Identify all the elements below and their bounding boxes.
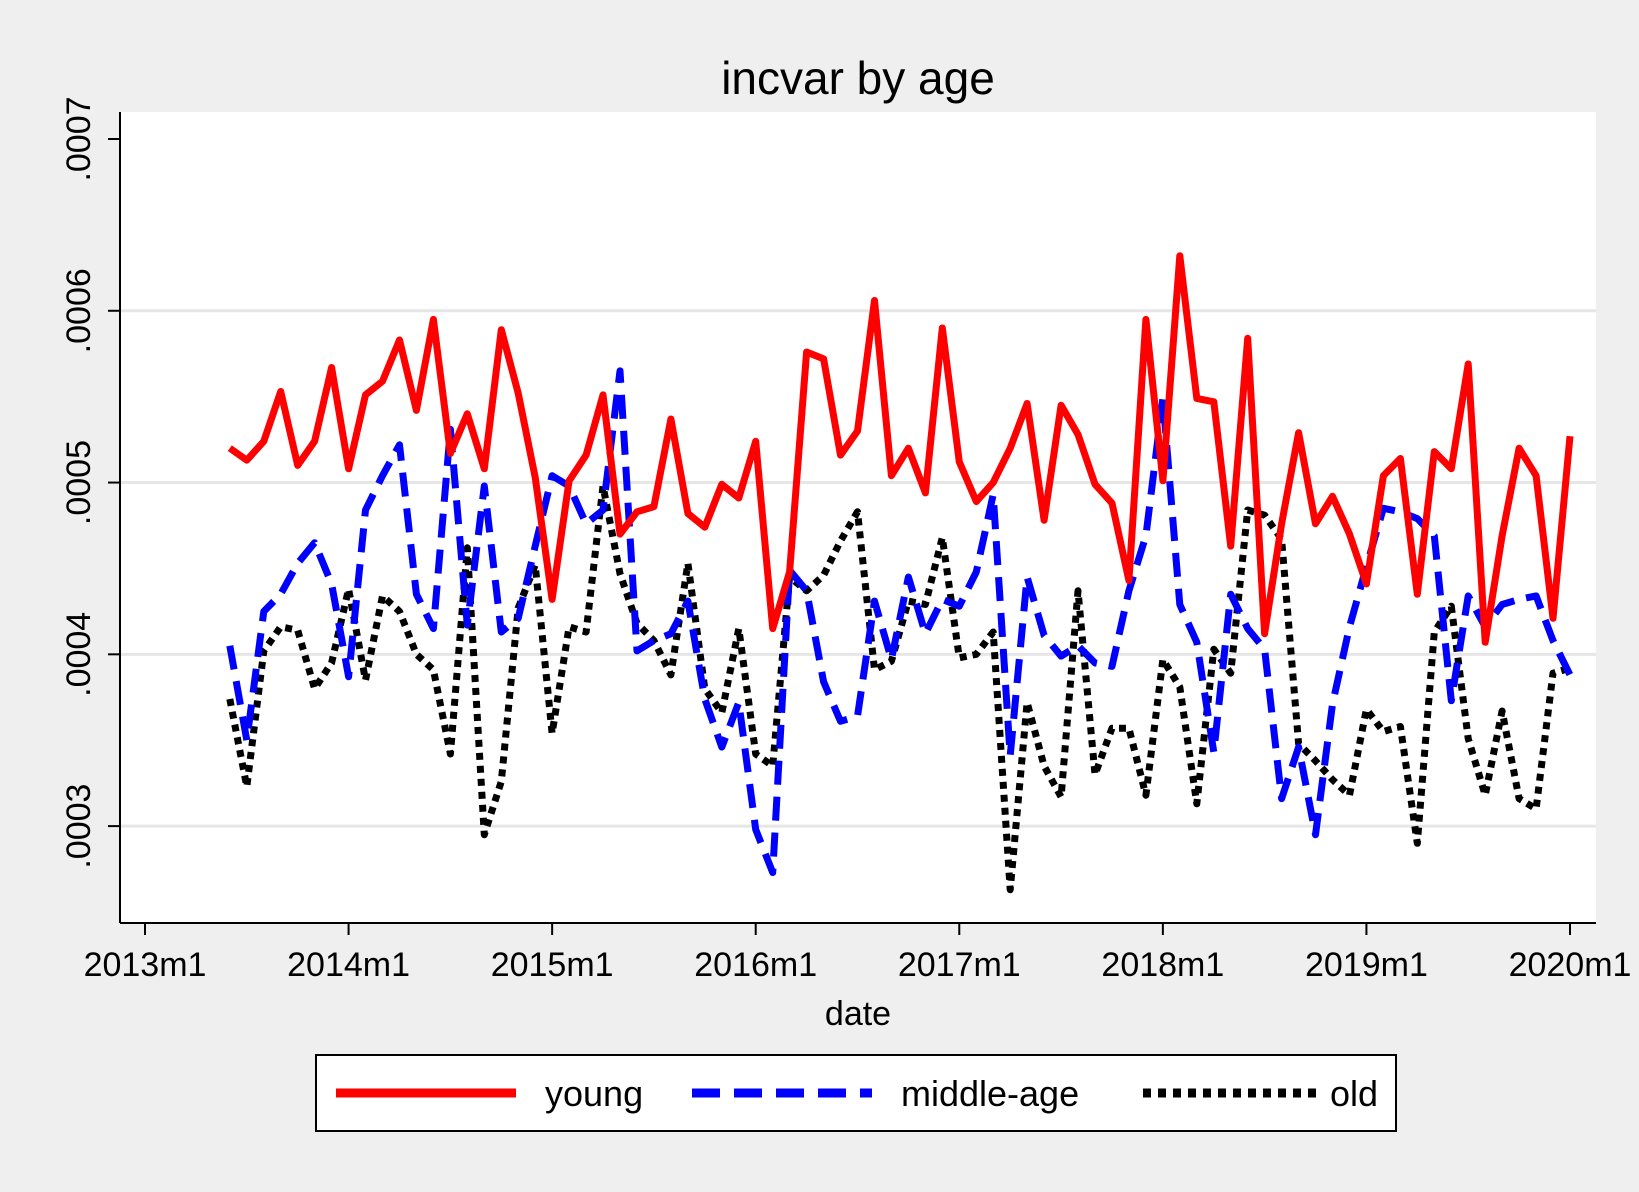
x-axis-title: date [825,995,891,1033]
gridlines [120,309,1596,828]
x-tick-label: 2014m1 [287,946,410,984]
x-tick-label: 2017m1 [898,946,1021,984]
y-tick-label: .0004 [60,612,98,697]
x-tick-label: 2019m1 [1305,946,1428,984]
series-lines [226,252,1574,894]
x-tick-label: 2016m1 [694,946,817,984]
x-tick-label: 2020m1 [1509,946,1632,984]
axes [119,112,1596,924]
legend-items: young middle-age old [336,1073,1378,1114]
x-tick-label: 2015m1 [491,946,614,984]
legend-label-old: old [1330,1073,1378,1114]
y-ticks: .0003 .0004 .0005 .0006 .0007 [60,96,120,869]
chart-title: incvar by age [721,52,995,104]
legend-label-young: young [545,1073,643,1114]
legend: young middle-age old [315,1054,1397,1132]
y-tick-label: .0005 [60,440,98,525]
series-line-old [226,482,1572,894]
y-tick-label: .0006 [60,268,98,353]
y-tick-label: .0003 [60,784,98,869]
series-line-middle-age [226,367,1574,876]
legend-label-middle-age: middle-age [901,1073,1079,1114]
x-tick-label: 2013m1 [84,946,207,984]
y-tick-label: .0007 [60,96,98,181]
x-ticks: 2013m1 2014m1 2015m1 2016m1 2017m1 2018m1 2019… [84,923,1632,984]
x-tick-label: 2018m1 [1101,946,1224,984]
series-line-young [227,252,1574,646]
